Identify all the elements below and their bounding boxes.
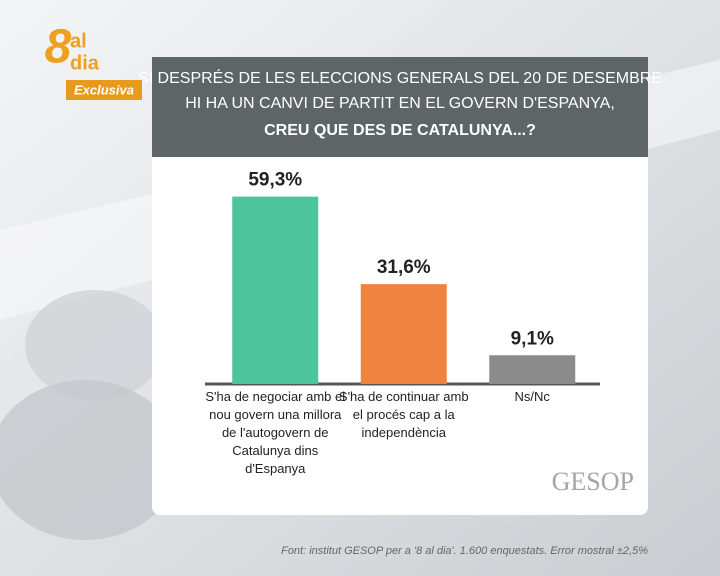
watermark: GESOP	[552, 467, 634, 496]
bg-8-top	[25, 290, 165, 400]
logo-badge-text: Exclusiva	[74, 82, 134, 97]
x-tick-label: S'ha de negociar amb el nou govern una m…	[205, 389, 346, 476]
bar	[489, 355, 576, 384]
logo-badge	[66, 80, 142, 100]
value-label: 31,6%	[377, 257, 431, 278]
logo-number: 8	[45, 21, 72, 74]
panel-top	[152, 157, 648, 167]
category-box: S'ha de negociar amb el nou govern una m…	[205, 389, 346, 476]
title-line: SI DESPRÉS DE LES ELECCIONS GENERALS DEL…	[138, 68, 662, 87]
bar	[360, 284, 447, 384]
x-tick-label: Ns/Nc	[514, 389, 550, 404]
value-label: 9,1%	[511, 328, 554, 349]
source: Font: institut GESOP per a '8 al dia'. 1…	[281, 545, 648, 557]
title-line: CREU QUE DES DE CATALUNYA...?	[264, 122, 536, 139]
title-line: HI HA UN CANVI DE PARTIT EN EL GOVERN D'…	[185, 95, 615, 112]
x-tick-label: S'ha de continuar amb el procés cap a la…	[338, 389, 469, 440]
title-box	[152, 57, 648, 159]
bg-8-bottom	[0, 380, 180, 540]
category-box: S'ha de continuar amb el procés cap a la…	[338, 389, 469, 440]
bar	[232, 196, 319, 384]
logo-text: dia	[70, 52, 100, 74]
logo-text: al	[70, 30, 87, 52]
category-box: Ns/Nc	[514, 389, 550, 404]
value-label: 59,3%	[248, 170, 302, 191]
